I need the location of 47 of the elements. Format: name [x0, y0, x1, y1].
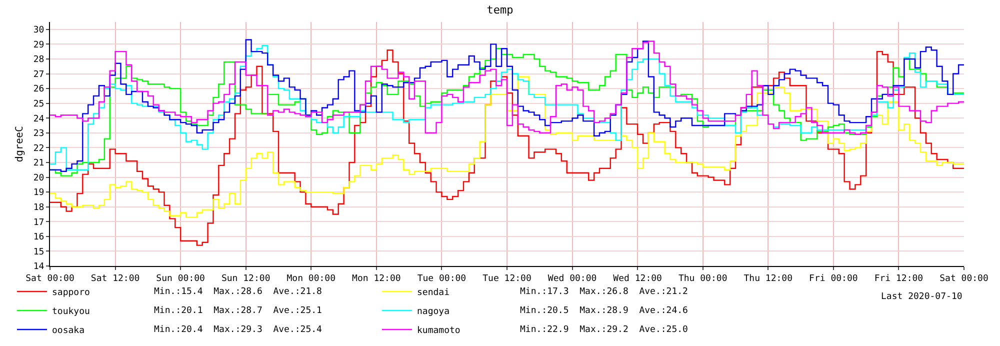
- y-tick-label: 22: [33, 144, 44, 154]
- text: Min.:22.9 Max.:29.2 Ave.:25.0: [520, 325, 688, 335]
- y-tick-label: 30: [33, 26, 44, 36]
- legend-label: toukyou: [52, 307, 90, 318]
- y-tick-label: 15: [33, 247, 44, 258]
- x-tick-label: Wed 12:00: [613, 274, 662, 284]
- y-tick-label: 14: [33, 262, 44, 272]
- text: Min.:15.4 Max.:28.6 Ave.:21.8: [154, 287, 322, 297]
- x-tick-label: Sun 12:00: [221, 274, 270, 284]
- x-tick-label: Sat 00:00: [26, 274, 74, 284]
- legend-label: sapporo: [52, 288, 90, 298]
- y-tick-label: 29: [33, 40, 44, 50]
- x-tick-label: Mon 12:00: [352, 274, 401, 284]
- y-tick-label: 23: [33, 129, 44, 140]
- x-tick-label: Wed 00:00: [548, 274, 597, 284]
- x-tick-label: Mon 00:00: [286, 274, 336, 284]
- y-tick-label: 18: [33, 203, 44, 213]
- y-tick-label: 16: [33, 232, 44, 243]
- text: Min.:20.1 Max.:28.7 Ave.:25.1: [154, 306, 322, 316]
- y-tick-label: 17: [33, 218, 44, 228]
- x-tick-label: Tue 00:00: [417, 274, 466, 284]
- text: Min.:20.4 Max.:29.3 Ave.:25.4: [154, 325, 322, 335]
- x-tick-label: Tue 12:00: [482, 274, 532, 284]
- y-tick-label: 19: [33, 188, 44, 198]
- x-tick-label: Sat 12:00: [90, 274, 140, 284]
- legend-label: kumamoto: [417, 326, 460, 336]
- x-tick-label: Fri 12:00: [874, 274, 924, 284]
- y-tick-label: 26: [33, 84, 44, 95]
- x-tick-label: Sun 00:00: [156, 274, 205, 284]
- y-tick-label: 20: [33, 173, 44, 184]
- chart-title: temp: [486, 4, 514, 17]
- y-tick-label: 28: [33, 55, 44, 66]
- legend-label: oosaka: [52, 326, 85, 336]
- y-tick-label: 25: [33, 99, 44, 110]
- y-axis-title: dgreeC: [14, 126, 26, 162]
- legend-label: nagoya: [417, 307, 450, 318]
- y-tick-label: 27: [33, 70, 44, 80]
- x-tick-label: Sat 00:00: [940, 274, 988, 284]
- text: Min.:20.5 Max.:28.9 Ave.:24.6: [520, 306, 688, 316]
- x-tick-label: Thu 12:00: [744, 274, 793, 284]
- x-tick-label: Thu 00:00: [678, 274, 728, 284]
- y-tick-label: 21: [33, 158, 44, 169]
- text: Last 2020-07-10: [881, 292, 962, 302]
- legend-label: sendai: [417, 288, 450, 298]
- y-tick-label: 24: [33, 114, 44, 124]
- x-tick-label: Fri 00:00: [809, 274, 858, 284]
- text: Min.:17.3 Max.:26.8 Ave.:21.2: [520, 287, 688, 297]
